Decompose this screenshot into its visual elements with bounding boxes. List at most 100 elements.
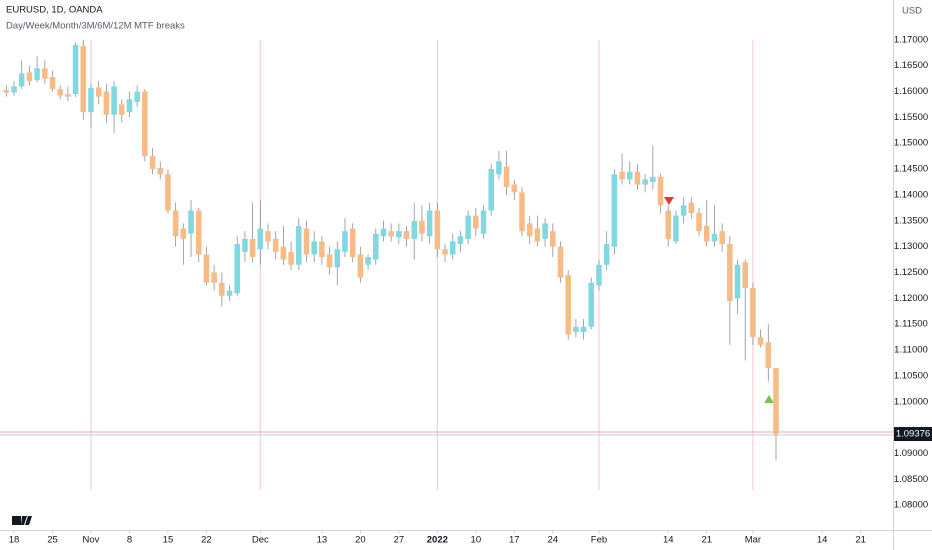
candle xyxy=(696,207,702,237)
candle xyxy=(419,205,425,242)
candle-body xyxy=(326,254,333,268)
candle-body xyxy=(296,225,302,265)
candle-body xyxy=(211,272,217,283)
buy-signal xyxy=(764,395,774,403)
sell-signal xyxy=(664,197,674,205)
y-tick-label: 1.11500 xyxy=(894,319,928,330)
candle xyxy=(311,231,317,263)
y-tick-label: 1.13000 xyxy=(894,241,928,252)
candle xyxy=(280,225,287,265)
candle xyxy=(673,210,679,245)
candle xyxy=(11,81,17,96)
candle xyxy=(80,39,87,120)
candle xyxy=(357,246,364,283)
y-tick-label: 1.14000 xyxy=(894,189,928,200)
candle xyxy=(526,215,533,245)
logo xyxy=(12,516,32,525)
candle-body xyxy=(449,241,456,255)
candle xyxy=(711,205,718,247)
candle xyxy=(449,233,456,260)
candle xyxy=(111,81,117,133)
candle xyxy=(296,218,302,270)
candle-body xyxy=(111,86,117,115)
x-tick-label: 8 xyxy=(127,535,132,546)
candle-body xyxy=(711,233,718,242)
candle-body xyxy=(26,72,33,82)
x-tick-label: 2022 xyxy=(427,535,448,546)
candle xyxy=(411,202,418,260)
candle xyxy=(488,163,494,216)
y-tick-label: 1.08000 xyxy=(894,500,928,511)
candle xyxy=(365,254,371,270)
candle xyxy=(249,202,256,263)
candle xyxy=(380,220,387,242)
candle-body xyxy=(634,171,641,185)
candle-body xyxy=(203,254,210,283)
x-tick-label: 25 xyxy=(47,535,58,546)
candle xyxy=(95,81,102,105)
candle-body xyxy=(496,161,502,175)
y-tick-label: 1.10500 xyxy=(894,370,928,381)
candle xyxy=(26,65,33,86)
candle xyxy=(557,241,564,283)
candle-body xyxy=(434,210,441,250)
candle xyxy=(727,236,733,345)
candle-body xyxy=(234,244,240,294)
candle-body xyxy=(49,77,56,89)
candle-body xyxy=(388,231,394,237)
candle xyxy=(334,241,341,286)
candle xyxy=(195,207,202,263)
candle xyxy=(372,228,379,265)
y-tick-label: 1.15000 xyxy=(894,138,928,149)
candle-body xyxy=(42,68,48,79)
candle-body xyxy=(442,249,448,255)
y-tick-label: 1.15500 xyxy=(894,112,928,123)
candle-body xyxy=(573,326,579,332)
candle-body xyxy=(165,174,171,211)
candle xyxy=(503,150,510,195)
last-price-label: 1.09376 xyxy=(896,429,930,440)
candle-body xyxy=(65,94,71,97)
candle-body xyxy=(526,223,533,237)
candle-body xyxy=(280,246,287,260)
candle xyxy=(288,241,294,270)
candle xyxy=(72,42,79,97)
y-tick-label: 1.14500 xyxy=(894,164,928,175)
candle-body xyxy=(134,91,140,102)
candle xyxy=(34,56,40,83)
candle-body xyxy=(611,174,618,247)
x-tick-label: Feb xyxy=(591,535,607,546)
candle-body xyxy=(172,210,179,237)
candle xyxy=(134,85,140,108)
candle-body xyxy=(372,233,379,260)
candle-body xyxy=(357,254,364,278)
candle-body xyxy=(734,264,741,299)
candle xyxy=(18,60,25,89)
candle-body xyxy=(457,236,464,245)
candle-body xyxy=(673,215,679,242)
candle xyxy=(757,329,764,348)
candle xyxy=(473,207,479,237)
candle-body xyxy=(149,156,156,170)
candle xyxy=(550,223,556,257)
candle xyxy=(703,200,710,247)
x-tick-label: 14 xyxy=(817,535,828,546)
x-tick-label: 22 xyxy=(201,535,212,546)
candle-body xyxy=(626,171,633,180)
candle xyxy=(188,200,194,257)
candle xyxy=(734,259,741,314)
candle xyxy=(88,83,94,128)
candle-body xyxy=(603,244,610,265)
candle-body xyxy=(257,228,264,250)
candle xyxy=(219,272,225,307)
y-tick-label: 1.16500 xyxy=(894,60,928,71)
candle-body xyxy=(57,88,63,96)
candle-body xyxy=(665,210,672,239)
candle xyxy=(580,319,587,340)
candle-body xyxy=(34,68,40,81)
candle-body xyxy=(403,231,410,239)
candle xyxy=(326,246,333,276)
candle-body xyxy=(465,215,471,239)
candle-body xyxy=(419,220,425,234)
